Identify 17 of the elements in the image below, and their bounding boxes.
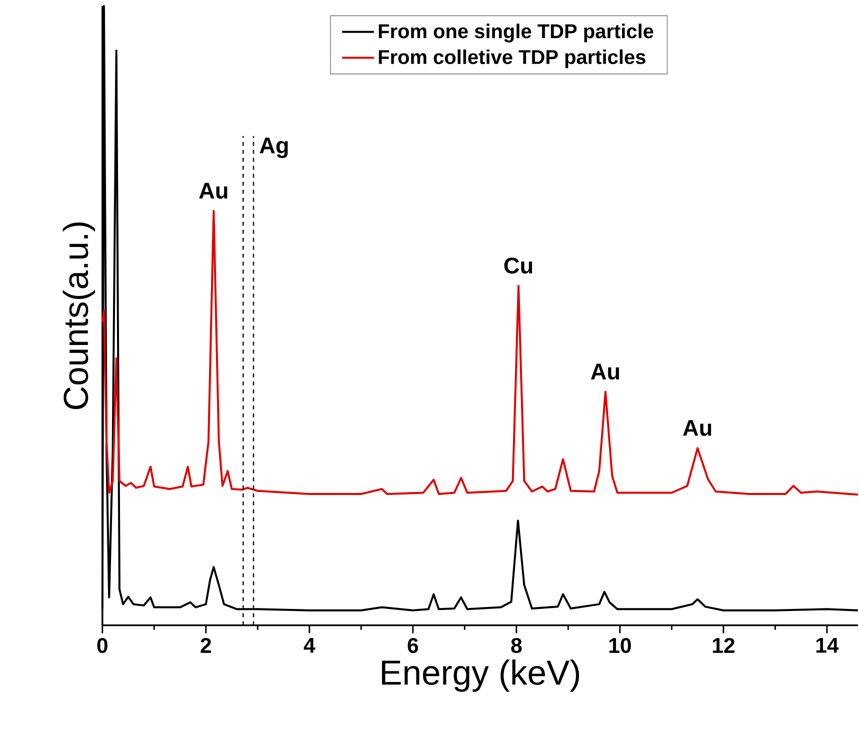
x-tick-label: 4 — [304, 638, 316, 653]
x-tick-label: 8 — [511, 638, 522, 653]
annotation: Cu — [504, 258, 532, 274]
x-tick-label: 12 — [712, 638, 734, 653]
y-axis-title: Counts(a.u.) — [62, 222, 96, 410]
annotation: Au — [590, 364, 620, 380]
ref-line-label: Ag — [260, 138, 288, 158]
annotation: Au — [683, 420, 712, 436]
x-tick-label: 14 — [816, 638, 839, 653]
legend-label: From colletive TDP particles — [378, 49, 646, 68]
x-axis-title: Energy (keV) — [382, 659, 580, 692]
x-tick-label: 10 — [609, 638, 631, 653]
x-tick-label: 2 — [200, 638, 211, 653]
annotation: Au — [199, 182, 228, 199]
x-tick-label: 6 — [408, 638, 418, 653]
x-tick-label: 0 — [97, 638, 108, 653]
legend-label: From one single TDP particle — [378, 24, 654, 42]
